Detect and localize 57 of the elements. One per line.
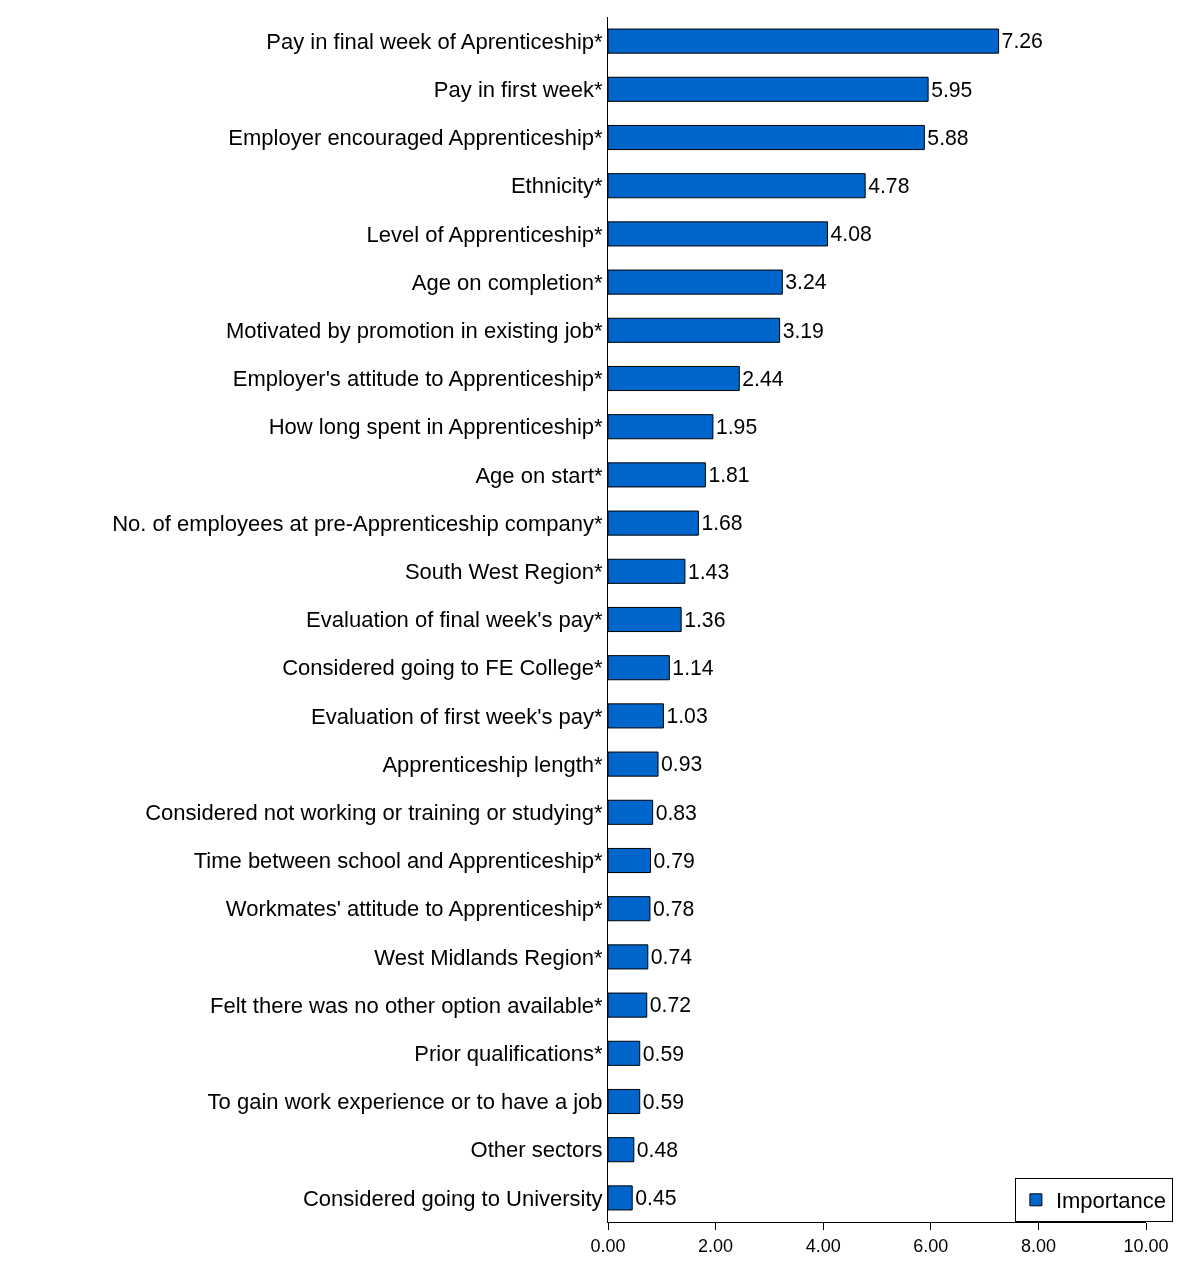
data-label: 0.83 bbox=[655, 800, 697, 824]
data-label: 0.74 bbox=[650, 945, 693, 969]
data-label: 2.44 bbox=[742, 366, 784, 390]
x-tick-label: 6.00 bbox=[913, 1235, 949, 1256]
data-label: 1.68 bbox=[701, 511, 743, 535]
y-tick-label: Pay in first week* bbox=[433, 77, 604, 102]
data-label: 0.93 bbox=[661, 752, 703, 776]
data-label: 1.95 bbox=[715, 414, 758, 438]
data-label: 0.59 bbox=[642, 1041, 685, 1065]
data-label: 0.48 bbox=[636, 1137, 679, 1161]
data-label: 0.78 bbox=[652, 896, 695, 920]
x-tick-label: 2.00 bbox=[698, 1235, 734, 1256]
y-tick-label: How long spent in Apprenticeship* bbox=[268, 414, 604, 440]
x-tick-label: 4.00 bbox=[805, 1235, 841, 1256]
data-label: 1.36 bbox=[684, 607, 726, 631]
data-label: 4.78 bbox=[868, 173, 910, 197]
y-tick-label: Ethnicity* bbox=[510, 173, 604, 199]
data-label: 0.79 bbox=[653, 848, 695, 872]
data-label: 5.88 bbox=[927, 125, 969, 149]
y-tick-label: Employer's attitude to Apprenticeship* bbox=[232, 366, 604, 392]
y-tick-label: Level of Apprenticeship* bbox=[366, 221, 604, 247]
y-tick-label: Apprenticeship length* bbox=[382, 751, 604, 777]
x-tick-label: 10.00 bbox=[1123, 1235, 1169, 1256]
x-tick-label: 8.00 bbox=[1020, 1235, 1056, 1256]
data-label: 1.43 bbox=[687, 559, 730, 583]
data-label: 1.03 bbox=[666, 704, 708, 728]
y-tick-label: Evaluation of final week's pay* bbox=[306, 607, 604, 633]
y-tick-label: Employer encouraged Apprenticeship* bbox=[228, 125, 604, 151]
data-label: 5.95 bbox=[931, 77, 973, 101]
y-tick-label: No. of employees at pre-Apprenticeship company* bbox=[112, 510, 604, 536]
data-label: 0.59 bbox=[642, 1089, 685, 1113]
legend-label: Importance bbox=[1055, 1188, 1166, 1214]
y-tick-label: Considered going to University bbox=[302, 1185, 603, 1211]
data-label: 3.24 bbox=[785, 270, 827, 294]
y-tick-label: Pay in final week of Aprenticeship* bbox=[266, 28, 604, 54]
data-label: 0.72 bbox=[649, 993, 692, 1017]
y-tick-label: To gain work experience or to have a job bbox=[207, 1089, 603, 1115]
y-tick-label: Workmates' attitude to Apprenticeship* bbox=[225, 896, 604, 922]
data-label: 0.45 bbox=[635, 1186, 677, 1210]
y-tick-label: West Midlands Region* bbox=[374, 944, 604, 970]
data-label: 1.14 bbox=[672, 655, 714, 679]
x-tick-label: 0.00 bbox=[590, 1235, 626, 1256]
y-tick-label: Evaluation of first week's pay* bbox=[311, 703, 604, 729]
y-tick-label: Felt there was no other option available* bbox=[210, 992, 604, 1018]
data-label: 3.19 bbox=[782, 318, 824, 342]
data-label: 4.08 bbox=[830, 222, 872, 246]
y-tick-label: Prior qualifications* bbox=[414, 1041, 604, 1066]
data-label: 7.26 bbox=[1001, 29, 1043, 53]
data-label: 1.81 bbox=[708, 463, 750, 487]
y-tick-label: Considered not working or training or studying* bbox=[145, 800, 604, 825]
y-tick-label: Other sectors bbox=[470, 1137, 603, 1163]
y-tick-label: Time between school and Apprenticeship* bbox=[193, 848, 604, 874]
y-tick-label: Motivated by promotion in existing job* bbox=[225, 318, 604, 343]
y-tick-label: South West Region* bbox=[404, 559, 604, 584]
y-tick-label: Considered going to FE College* bbox=[282, 655, 604, 681]
y-tick-label: Age on completion* bbox=[411, 269, 604, 295]
y-tick-label: Age on start* bbox=[475, 462, 604, 488]
